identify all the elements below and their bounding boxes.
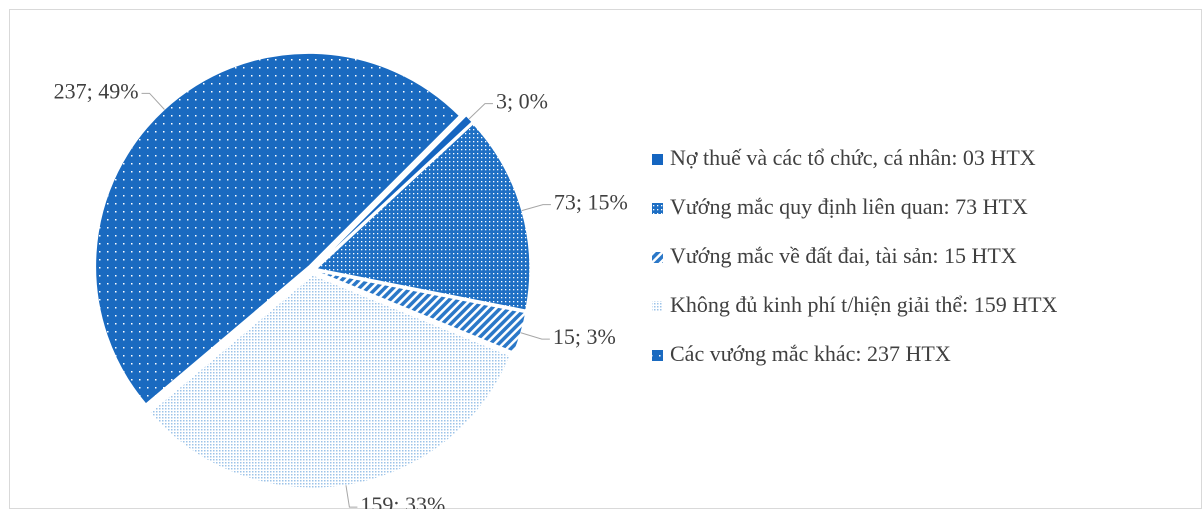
leader-line	[141, 92, 165, 110]
pie-slice	[315, 115, 473, 267]
legend-label: Các vướng mắc khác: 237 HTX	[670, 341, 951, 366]
legend-swatch	[652, 350, 663, 361]
legend-swatch	[652, 301, 663, 312]
pie-slice	[149, 274, 511, 489]
legend-swatch	[652, 203, 663, 214]
legend-label: Không đủ kinh phí t/hiện giải thể: 159 H…	[670, 292, 1058, 317]
legend-label: Vướng mắc về đất đai, tài sản: 15 HTX	[670, 243, 1017, 268]
legend-label: Vướng mắc quy định liên quan: 73 HTX	[670, 194, 1028, 219]
data-label: 159; 33%	[360, 492, 445, 509]
data-label: 237; 49%	[54, 78, 139, 103]
leader-line	[521, 204, 551, 212]
data-label: 15; 3%	[553, 324, 616, 349]
legend-swatch	[652, 252, 663, 263]
legend-label: Nợ thuế và các tổ chức, cá nhân: 03 HTX	[670, 145, 1036, 170]
leader-line	[468, 103, 493, 120]
leader-line	[345, 485, 358, 508]
legend-swatch	[652, 154, 663, 165]
pie-slice	[315, 123, 531, 311]
data-label: 73; 15%	[554, 190, 628, 215]
data-label: 3; 0%	[496, 89, 548, 114]
leader-line	[520, 332, 550, 340]
